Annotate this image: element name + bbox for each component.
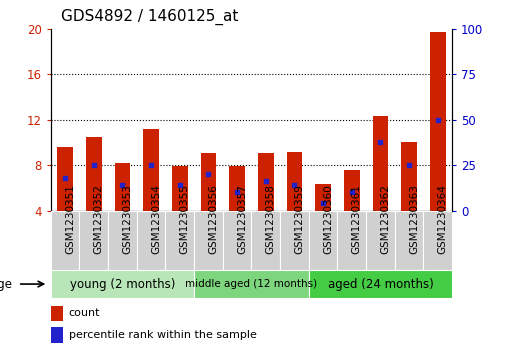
Point: [176, 182, 184, 188]
Text: aged (24 months): aged (24 months): [328, 278, 433, 290]
Text: GSM1230362: GSM1230362: [380, 185, 391, 254]
Bar: [172, 166, 187, 211]
Text: GSM1230356: GSM1230356: [208, 185, 218, 254]
Text: GSM1230358: GSM1230358: [266, 185, 276, 254]
Bar: [258, 153, 274, 211]
Bar: [315, 184, 331, 211]
Bar: [251, 211, 280, 270]
Bar: [51, 270, 194, 298]
Bar: [79, 211, 108, 270]
Text: GSM1230361: GSM1230361: [352, 185, 362, 254]
Bar: [194, 270, 309, 298]
Point: [262, 179, 270, 184]
Bar: [287, 152, 302, 211]
Point: [233, 189, 241, 195]
Bar: [366, 211, 395, 270]
Point: [376, 139, 385, 144]
Bar: [51, 327, 63, 343]
Bar: [344, 170, 360, 211]
Bar: [86, 137, 102, 211]
Bar: [309, 270, 452, 298]
Point: [90, 162, 98, 168]
Text: GDS4892 / 1460125_at: GDS4892 / 1460125_at: [61, 9, 238, 25]
Bar: [309, 211, 337, 270]
Bar: [143, 129, 159, 211]
Point: [347, 189, 356, 195]
Text: GSM1230357: GSM1230357: [237, 185, 247, 254]
Text: percentile rank within the sample: percentile rank within the sample: [69, 330, 257, 340]
Text: middle aged (12 months): middle aged (12 months): [185, 279, 318, 289]
Bar: [137, 211, 166, 270]
Bar: [194, 211, 223, 270]
Bar: [372, 117, 388, 211]
Point: [291, 182, 299, 188]
Text: GSM1230364: GSM1230364: [438, 185, 448, 254]
Bar: [223, 211, 251, 270]
Bar: [108, 211, 137, 270]
Point: [204, 171, 212, 177]
Point: [319, 200, 327, 206]
Bar: [51, 211, 79, 270]
Text: GSM1230359: GSM1230359: [295, 185, 304, 254]
Point: [147, 162, 155, 168]
Point: [118, 182, 126, 188]
Text: GSM1230353: GSM1230353: [122, 185, 133, 254]
Text: count: count: [69, 309, 101, 318]
Text: GSM1230351: GSM1230351: [65, 185, 75, 254]
Text: GSM1230352: GSM1230352: [94, 185, 104, 254]
Bar: [280, 211, 309, 270]
Bar: [57, 147, 73, 211]
Text: GSM1230363: GSM1230363: [409, 185, 419, 254]
Bar: [337, 211, 366, 270]
Text: young (2 months): young (2 months): [70, 278, 175, 290]
Bar: [229, 166, 245, 211]
Point: [434, 117, 442, 123]
Bar: [51, 306, 63, 321]
Bar: [166, 211, 194, 270]
Bar: [115, 163, 131, 211]
Bar: [401, 143, 417, 211]
Bar: [395, 211, 424, 270]
Bar: [424, 211, 452, 270]
Bar: [430, 32, 446, 211]
Text: age: age: [0, 278, 13, 290]
Text: GSM1230355: GSM1230355: [180, 185, 190, 254]
Point: [405, 162, 413, 168]
Text: GSM1230354: GSM1230354: [151, 185, 161, 254]
Text: GSM1230360: GSM1230360: [323, 185, 333, 254]
Point: [61, 175, 69, 181]
Bar: [201, 153, 216, 211]
